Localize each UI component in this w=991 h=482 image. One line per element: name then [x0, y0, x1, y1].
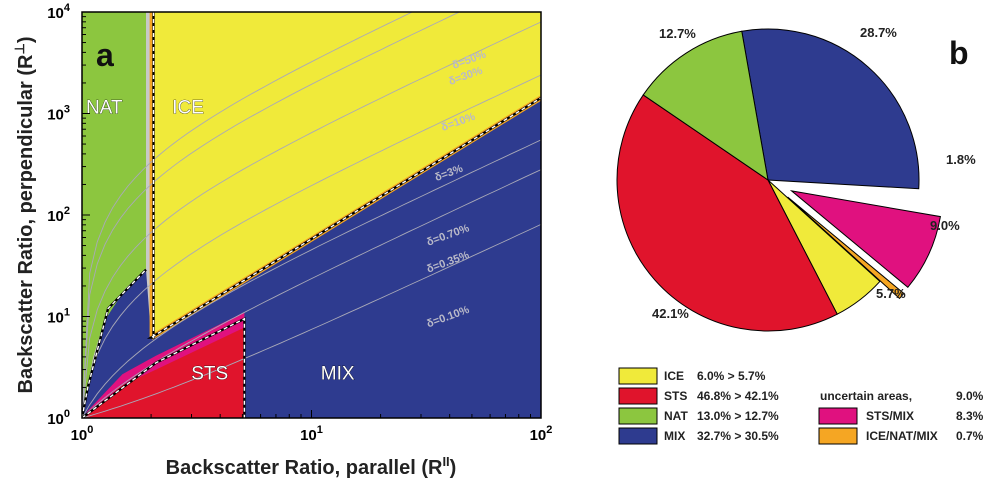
legend-swatch-ice-nat-mix [818, 427, 858, 445]
legend-name-ice-nat-mix: ICE/NAT/MIX [866, 429, 938, 443]
pie-slice-sts-mix [789, 190, 941, 288]
legend-swatch-sts-mix [818, 407, 858, 425]
delta-curve [82, 223, 541, 418]
legend-name-sts-mix: STS/MIX [866, 409, 914, 423]
region-sts [84, 327, 245, 418]
legend-uncertain-label: uncertain areas, [820, 389, 912, 403]
legend-swatch-nat [618, 407, 658, 425]
legend-name-mix: MIX [664, 429, 685, 443]
x-tick-label: 102 [530, 424, 553, 444]
legend-value-sts-mix: 8.3% [956, 409, 984, 423]
pie-label: 5.7% [876, 286, 906, 301]
legend-swatch-ice [618, 367, 658, 385]
x-tick-label: 100 [71, 424, 94, 444]
sts-boundary-dash [82, 317, 246, 418]
legend-name-ice: ICE [664, 369, 684, 383]
ice-boundary-dash [148, 12, 541, 339]
legend-uncertain-value: 9.0% [956, 389, 984, 403]
pie-gap-label: 1.8% [946, 152, 976, 167]
pie-label: 28.7% [860, 25, 897, 40]
plot-area: δ=50%δ=30%δ=10%δ=3%δ=0.70%δ=0.35%δ=0.10%… [82, 12, 541, 418]
delta-curve [82, 21, 541, 418]
y-tick-label: 102 [47, 205, 70, 225]
legend-value-sts: 46.8% > 42.1% [697, 389, 779, 403]
region-label-mix: MIX [321, 363, 355, 384]
delta-curve [82, 74, 541, 418]
panel-label-a: a [96, 37, 114, 73]
pie-label: 12.7% [659, 26, 696, 41]
legend-name-nat: NAT [664, 409, 688, 423]
delta-curve [82, 139, 541, 418]
region-label-nat: NAT [86, 98, 123, 119]
x-axis-label: Backscatter Ratio, parallel (RII) [166, 454, 457, 479]
pie-slice-ice-nat-mix [787, 196, 905, 300]
x-tick-label: 101 [300, 424, 323, 444]
legend-value-ice: 6.0% > 5.7% [697, 369, 766, 383]
legend-swatch-mix [618, 427, 658, 445]
region-nat [82, 12, 146, 418]
pie-slice-nat [642, 30, 769, 182]
delta-curve [82, 12, 461, 418]
pie-slice-mix [741, 28, 920, 190]
legend-value-ice-nat-mix: 0.7% [956, 429, 984, 443]
delta-curve [82, 12, 414, 418]
y-tick-label: 101 [47, 307, 70, 327]
legend-swatch-sts [618, 387, 658, 405]
pie-chart: 28.7% 9.0% 5.7% 42.1% 12.7% 1.8% b ICE 6.0% > 5.… [616, 25, 984, 445]
region-ice [151, 12, 541, 338]
region-label-ice: ICE [172, 98, 204, 119]
y-axis-label: Backscatter Ratio, perpendicular (R⊥) [12, 37, 37, 394]
nat-boundary-dash [82, 269, 147, 418]
y-tick-label: 104 [47, 2, 71, 22]
pie-label: 42.1% [652, 306, 689, 321]
y-tick-label: 100 [47, 408, 70, 428]
pie-label: 9.0% [930, 218, 960, 233]
legend-name-sts: STS [664, 389, 687, 403]
scatter-ratio-chart: δ=50%δ=30%δ=10%δ=3%δ=0.70%δ=0.35%δ=0.10%… [12, 2, 553, 479]
legend-value-mix: 32.7% > 30.5% [697, 429, 779, 443]
region-label-sts: STS [191, 363, 228, 384]
legend-value-nat: 13.0% > 12.7% [697, 409, 779, 423]
pie-slice-sts [616, 94, 838, 332]
y-tick-label: 103 [47, 104, 70, 124]
panel-label-b: b [949, 35, 969, 71]
